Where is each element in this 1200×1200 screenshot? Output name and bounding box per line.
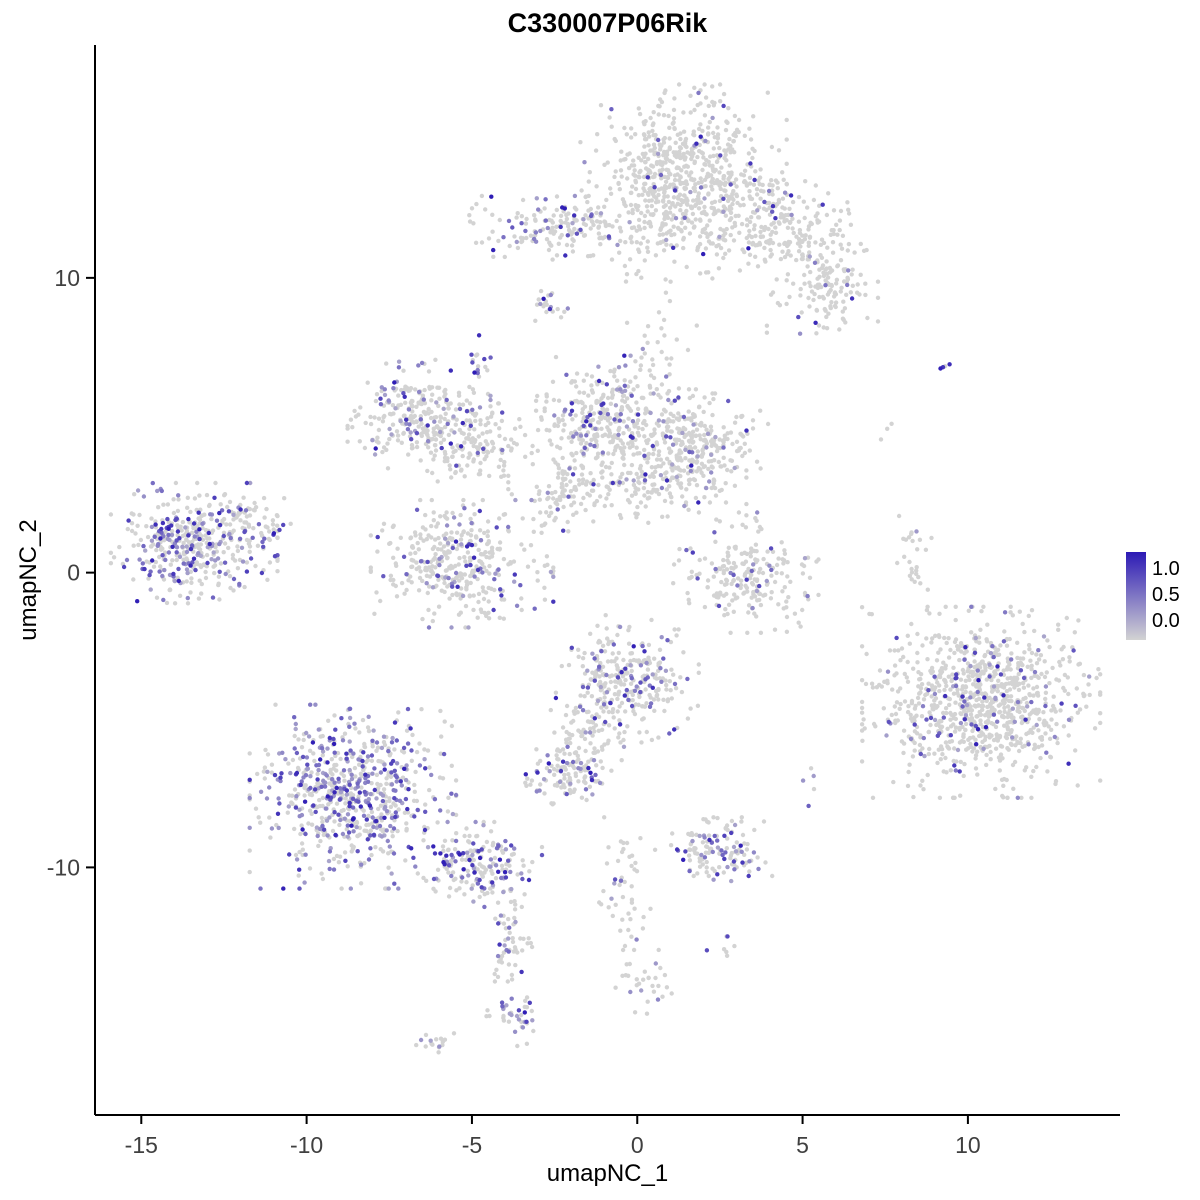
expression-legend: 1.0 0.5 0.0: [1126, 552, 1180, 640]
legend-tick-label: 0.0: [1152, 610, 1180, 632]
x-tick-label: -15: [125, 1132, 158, 1158]
x-tick-label: 0: [631, 1132, 644, 1158]
y-axis-title: umapNC_2: [15, 519, 42, 641]
x-tick-label: 5: [796, 1132, 809, 1158]
points-layer: [108, 82, 1103, 1055]
x-tick-label: 10: [955, 1132, 981, 1158]
chart-title: C330007P06Rik: [507, 8, 708, 38]
x-tick-label: -10: [290, 1132, 323, 1158]
legend-tick-label: 0.5: [1152, 584, 1180, 606]
y-tick-label: 10: [54, 265, 80, 291]
x-tick-label: -5: [462, 1132, 482, 1158]
x-axis-title: umapNC_1: [546, 1160, 669, 1187]
legend-gradient-bar: [1126, 552, 1146, 640]
axes: -15 -10 -5 0 5 10 -10 0 10: [47, 45, 1120, 1158]
legend-tick-label: 1.0: [1152, 558, 1180, 580]
y-tick-label: -10: [47, 854, 80, 880]
y-tick-label: 0: [67, 560, 80, 586]
